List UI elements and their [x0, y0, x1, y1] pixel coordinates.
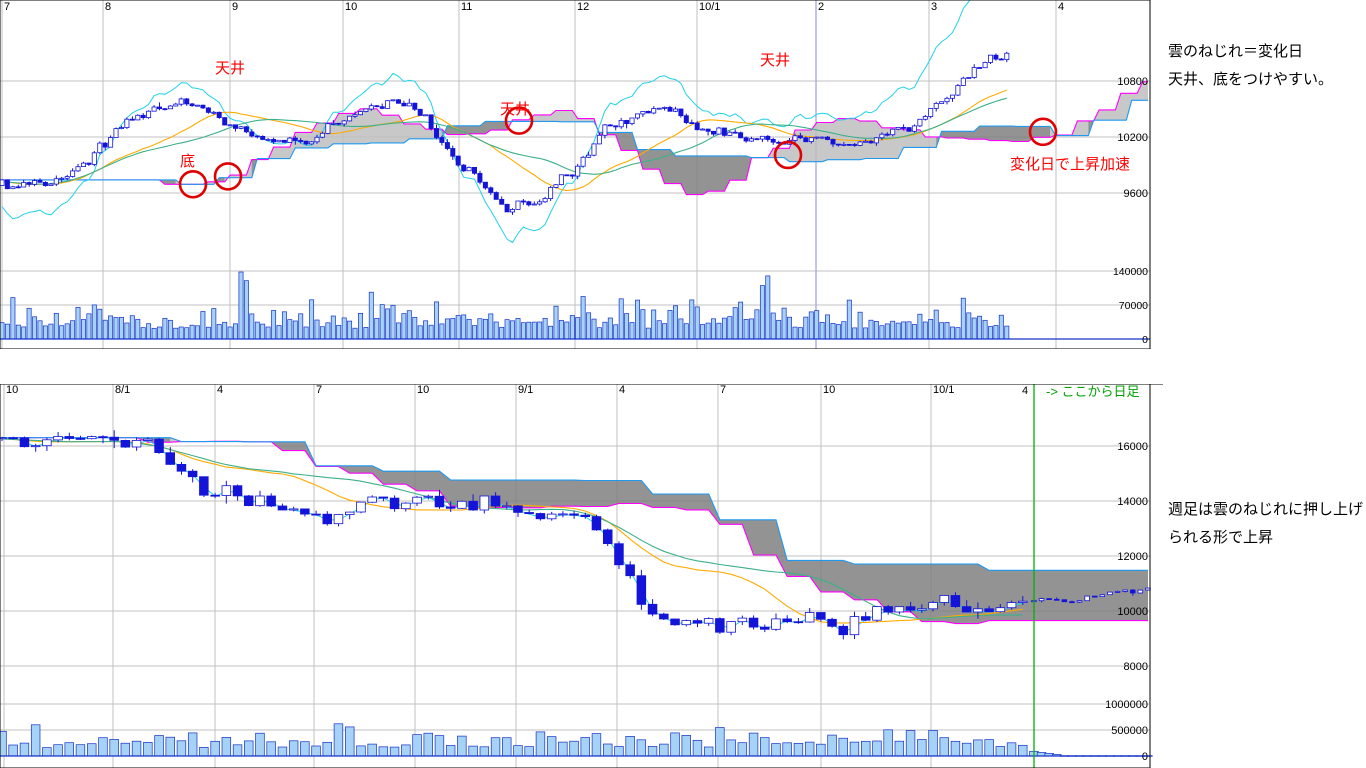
svg-text:週足は雲のねじれに押し上げ: 週足は雲のねじれに押し上げ	[1168, 501, 1363, 518]
svg-text:12000: 12000	[1117, 551, 1148, 563]
svg-text:4: 4	[1022, 385, 1028, 397]
svg-text:10: 10	[345, 1, 357, 13]
svg-text:9/1: 9/1	[518, 384, 533, 396]
svg-text:10: 10	[823, 384, 835, 396]
svg-text:0: 0	[1142, 334, 1148, 346]
svg-text:9600: 9600	[1124, 188, 1148, 200]
svg-text:10800: 10800	[1117, 76, 1148, 88]
svg-text:140000: 140000	[1113, 266, 1148, 278]
svg-text:8000: 8000	[1124, 661, 1148, 673]
svg-text:7: 7	[720, 384, 726, 396]
svg-text:0: 0	[1142, 751, 1148, 763]
svg-text:10: 10	[417, 384, 429, 396]
svg-text:7: 7	[316, 384, 322, 396]
svg-text:10000: 10000	[1117, 606, 1148, 618]
svg-text:天井: 天井	[215, 60, 245, 77]
svg-text:4: 4	[1058, 1, 1064, 13]
svg-text:7: 7	[4, 1, 10, 13]
svg-text:8: 8	[105, 1, 111, 13]
svg-text:70000: 70000	[1119, 300, 1148, 312]
svg-text:9: 9	[232, 1, 238, 13]
svg-text:10/1: 10/1	[699, 1, 720, 13]
svg-text:4: 4	[619, 384, 625, 396]
svg-text:12: 12	[577, 1, 589, 13]
svg-text:底: 底	[180, 153, 195, 170]
svg-text:3: 3	[931, 1, 937, 13]
svg-text:14000: 14000	[1117, 496, 1148, 508]
svg-text:4: 4	[217, 384, 223, 396]
svg-text:天井: 天井	[500, 101, 530, 118]
svg-text:10/1: 10/1	[933, 384, 954, 396]
svg-text:10: 10	[6, 384, 18, 396]
svg-text:2: 2	[818, 1, 824, 13]
svg-text:-> ここから日足: -> ここから日足	[1046, 384, 1140, 399]
svg-text:10200: 10200	[1117, 132, 1148, 144]
svg-text:11: 11	[461, 1, 472, 13]
svg-text:天井、底をつけやすい。: 天井、底をつけやすい。	[1168, 71, 1333, 88]
svg-text:1000000: 1000000	[1105, 699, 1148, 711]
svg-text:16000: 16000	[1117, 441, 1148, 453]
svg-text:られる形で上昇: られる形で上昇	[1168, 529, 1273, 546]
svg-text:雲のねじれ＝変化日: 雲のねじれ＝変化日	[1168, 43, 1303, 60]
svg-text:8/1: 8/1	[115, 384, 130, 396]
svg-text:500000: 500000	[1111, 725, 1148, 737]
svg-text:天井: 天井	[760, 52, 790, 69]
svg-text:変化日で上昇加速: 変化日で上昇加速	[1010, 156, 1130, 173]
